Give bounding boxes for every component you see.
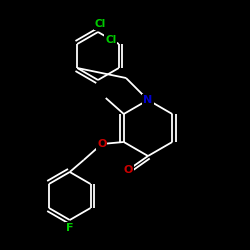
Text: N: N (144, 95, 152, 105)
Text: Cl: Cl (105, 35, 117, 45)
Text: O: O (123, 165, 133, 175)
Text: O: O (97, 139, 106, 149)
Text: Cl: Cl (94, 19, 106, 29)
Text: F: F (66, 223, 74, 233)
